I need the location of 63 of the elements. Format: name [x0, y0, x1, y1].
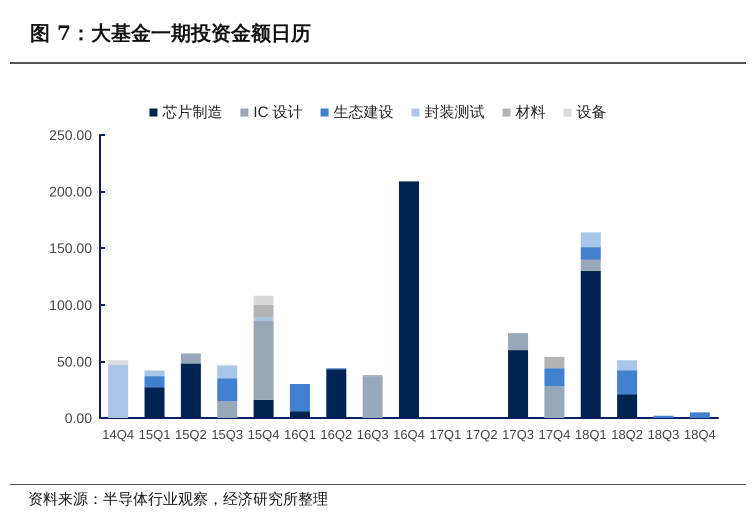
bar [180, 353, 201, 364]
x-tick-label: 18Q2 [611, 427, 644, 442]
y-tick-label: 0.00 [64, 410, 92, 426]
x-tick-label: 16Q3 [356, 427, 389, 442]
bar [290, 384, 310, 412]
x-tick-label: 15Q3 [211, 427, 244, 442]
bar [544, 386, 564, 418]
bar [544, 356, 564, 368]
bar [254, 296, 274, 305]
bar [217, 378, 238, 402]
y-tick-label: 100.00 [49, 296, 92, 313]
bar [617, 394, 638, 418]
bar [326, 369, 346, 418]
x-tick-label: 16Q4 [393, 427, 425, 442]
x-tick-label: 15Q4 [248, 427, 280, 442]
x-tick-label: 18Q1 [574, 427, 607, 442]
text: 资料来源：半导体行业观察，经济研究所整理 [28, 490, 328, 509]
bar [254, 320, 274, 400]
bar [580, 260, 601, 271]
bar [508, 333, 528, 350]
bar [108, 364, 128, 418]
bar [508, 350, 528, 418]
bar [217, 401, 238, 418]
x-tick-label: 17Q4 [538, 427, 570, 442]
bar [617, 360, 638, 370]
x-tick-label: 17Q1 [429, 427, 462, 442]
x-tick-label: 16Q1 [284, 427, 316, 442]
y-tick-label: 150.00 [49, 240, 92, 256]
bar [144, 370, 165, 376]
chart-title: 图 7：大基金一期投资金额日历 [30, 20, 311, 47]
legend-label: 设备 [576, 104, 607, 121]
bar [108, 360, 128, 365]
bar [290, 411, 310, 418]
bar [617, 370, 638, 394]
y-tick-label: 50.00 [56, 353, 92, 370]
legend-label: 封装测试 [424, 104, 485, 121]
x-tick-label: 15Q1 [138, 427, 170, 442]
x-tick-label: 17Q2 [466, 427, 498, 442]
x-tick-label: 18Q4 [684, 427, 716, 442]
bar [362, 376, 383, 418]
bar [690, 412, 710, 418]
y-tick-label: 200.00 [49, 184, 92, 200]
x-tick-label: 15Q2 [174, 427, 207, 442]
bar [580, 232, 601, 248]
legend-label: 芯片制造 [161, 104, 222, 121]
bar [180, 364, 201, 418]
bar [399, 181, 419, 418]
legend-label: 生态建设 [334, 104, 394, 121]
x-tick-label: 16Q2 [320, 427, 352, 442]
bar [144, 376, 165, 388]
bar [144, 387, 165, 418]
legend-label: IC 设计 [253, 104, 303, 121]
bar [254, 400, 274, 418]
x-tick-label: 14Q4 [102, 427, 134, 442]
bar [254, 304, 274, 318]
bar [544, 368, 564, 386]
x-tick-label: 17Q3 [502, 427, 534, 442]
x-tick-label: 18Q3 [648, 427, 680, 442]
bar [580, 247, 601, 260]
bar [217, 366, 238, 378]
bar [580, 270, 601, 418]
y-tick-label: 250.00 [49, 127, 92, 143]
legend-label: 材料 [514, 104, 546, 121]
